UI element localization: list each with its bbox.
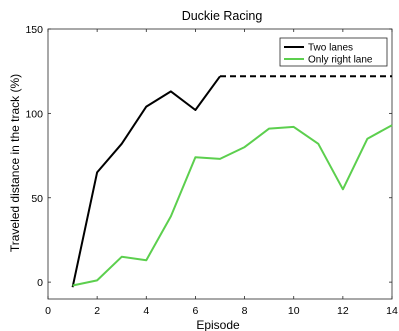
legend-label-two-lanes: Two lanes — [308, 43, 353, 54]
legend-label-only-right-lane: Only right lane — [308, 55, 373, 66]
legend: Two lanes Only right lane — [279, 37, 388, 67]
y-tick-label: 100 — [25, 108, 43, 120]
x-tick-label: 8 — [242, 305, 248, 317]
x-tick-label: 14 — [386, 305, 398, 317]
y-tick-label: 50 — [31, 193, 43, 205]
x-axis-label: Episode — [196, 318, 240, 331]
y-tick-label: 150 — [25, 24, 43, 36]
series-line-only-right-lane — [72, 124, 393, 287]
x-tick-label: 12 — [337, 305, 349, 317]
series-layer — [71, 75, 393, 288]
y-tick-label: 0 — [37, 277, 43, 289]
x-axis: 0 2 4 6 8 10 12 14 — [45, 29, 398, 317]
x-tick-label: 4 — [143, 305, 149, 317]
y-axis-label: Traveled distance in the track (%) — [8, 74, 22, 252]
x-tick-label: 10 — [288, 305, 300, 317]
x-tick-label: 0 — [45, 305, 51, 317]
legend-box — [279, 37, 388, 67]
series-line-two-lanes — [71, 75, 221, 288]
plot-area — [47, 28, 393, 300]
y-axis: 0 50 100 150 — [25, 24, 392, 289]
chart-title: Duckie Racing — [182, 9, 263, 23]
x-tick-label: 6 — [193, 305, 199, 317]
x-tick-label: 2 — [94, 305, 100, 317]
